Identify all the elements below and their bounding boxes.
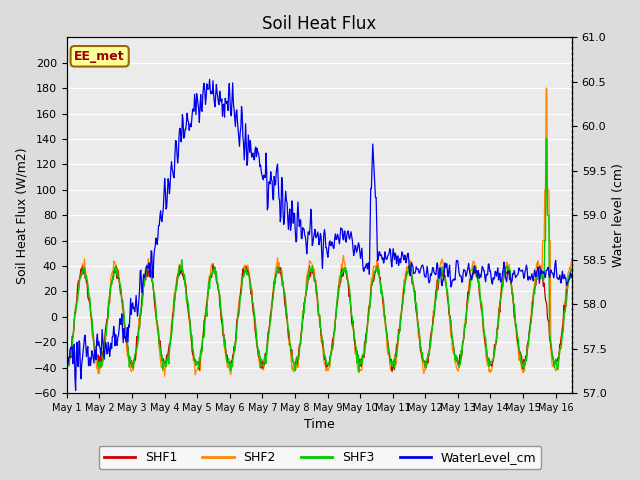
WaterLevel_cm [439,277,447,283]
Line: SHF3: SHF3 [67,139,572,372]
SHF2 [279,280,287,286]
SHF1 [439,274,447,279]
SHF3 [63,364,70,370]
SHF1 [209,262,217,268]
WaterLevel_cm [72,387,79,393]
SHF3 [298,331,305,337]
SHF2 [134,340,141,346]
SHF1 [279,283,287,288]
WaterLevel_cm [427,271,435,276]
Legend: SHF1, SHF2, SHF3, WaterLevel_cm: SHF1, SHF2, SHF3, WaterLevel_cm [99,446,541,469]
SHF1 [298,324,306,329]
SHF1 [568,267,576,273]
SHF3 [426,345,434,350]
SHF3 [568,266,576,272]
SHF1 [65,362,73,368]
SHF3 [542,136,550,142]
SHF1 [63,364,70,370]
SHF3 [65,363,73,369]
WaterLevel_cm [65,354,73,360]
SHF2 [542,85,550,91]
SHF3 [438,264,446,270]
SHF1 [134,337,141,343]
WaterLevel_cm [134,307,142,312]
SHF2 [438,256,446,262]
WaterLevel_cm [568,275,576,281]
SHF1 [388,368,396,374]
Y-axis label: Water level (cm): Water level (cm) [612,163,625,267]
SHF2 [65,360,73,365]
Line: SHF1: SHF1 [67,265,572,371]
Line: SHF2: SHF2 [67,88,572,376]
SHF2 [568,256,576,262]
Title: Soil Heat Flux: Soil Heat Flux [262,15,376,33]
SHF2 [63,368,70,373]
Y-axis label: Soil Heat Flux (W/m2): Soil Heat Flux (W/m2) [15,147,28,284]
X-axis label: Time: Time [304,419,335,432]
WaterLevel_cm [205,76,213,82]
Text: EE_met: EE_met [74,50,125,63]
SHF3 [278,283,286,288]
SHF3 [355,369,363,375]
SHF3 [134,343,141,348]
WaterLevel_cm [299,225,307,230]
WaterLevel_cm [280,222,287,228]
SHF1 [427,333,435,339]
SHF2 [161,373,168,379]
WaterLevel_cm [63,367,70,372]
SHF2 [426,346,434,352]
Line: WaterLevel_cm: WaterLevel_cm [67,79,572,390]
SHF2 [298,320,306,325]
